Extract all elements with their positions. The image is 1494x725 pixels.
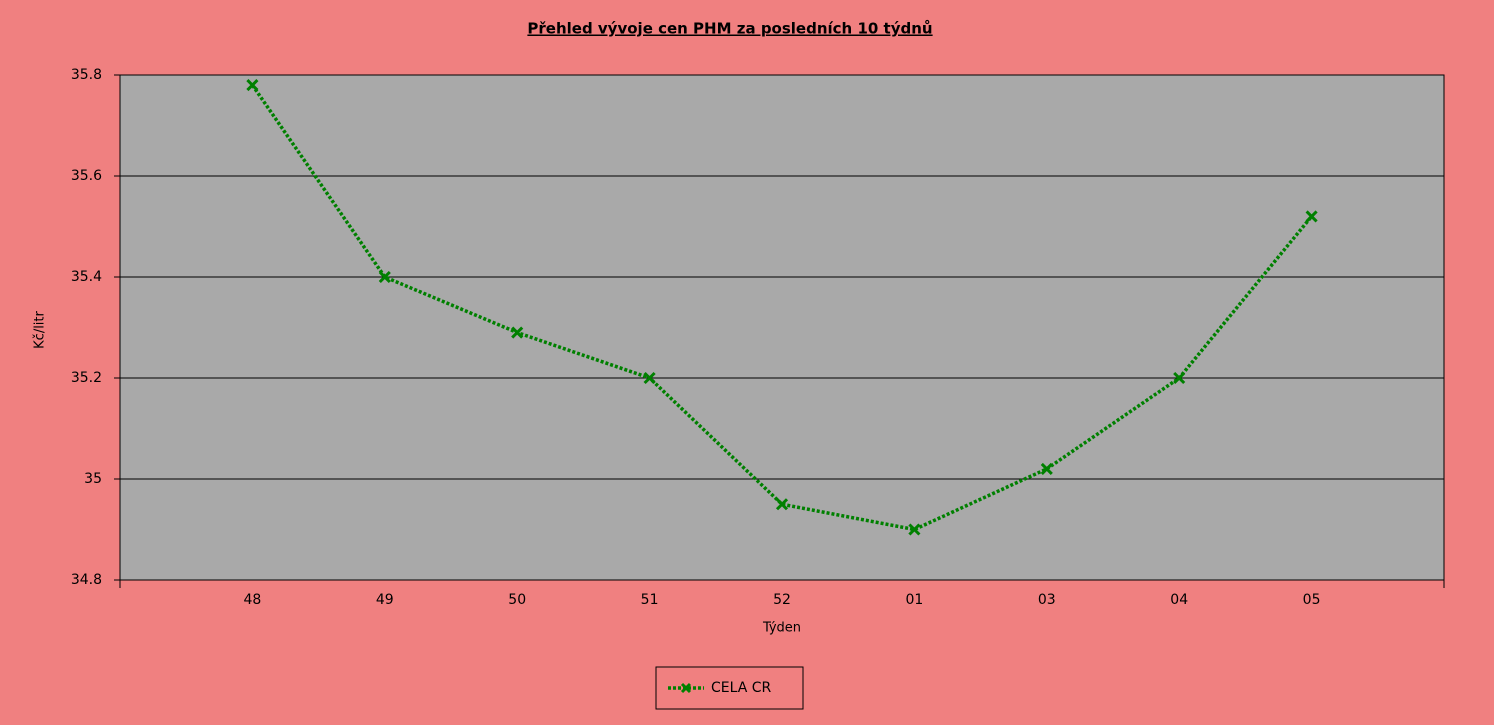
- legend-marker: [680, 682, 692, 694]
- x-tick-label: 51: [641, 592, 659, 608]
- y-tick-label: 35: [84, 471, 102, 487]
- marker: [1173, 371, 1186, 385]
- y-tick-label: 35.4: [71, 269, 102, 285]
- y-tick-label: 34.8: [71, 572, 102, 588]
- y-tick-label: 35.6: [71, 168, 102, 184]
- y-tick-label: 35.2: [71, 370, 102, 386]
- y-axis-label: Kč/litr: [33, 310, 48, 348]
- marker: [643, 371, 656, 385]
- marker: [775, 498, 789, 511]
- legend-box: [655, 666, 804, 710]
- series-line: [250, 84, 1313, 532]
- x-tick-label: 01: [905, 592, 923, 608]
- x-axis-label: Týden: [762, 621, 801, 636]
- marker: [246, 79, 259, 92]
- marker: [908, 523, 921, 536]
- x-tick-label: 52: [773, 592, 791, 608]
- legend-label: CELA CR: [711, 680, 772, 696]
- chart-title: Přehled vývoje cen PHM za posledních 10 …: [527, 20, 932, 38]
- x-tick-label: 49: [376, 592, 394, 608]
- x-tick-label: 50: [508, 592, 526, 608]
- y-tick-label: 35.8: [71, 67, 102, 83]
- x-tick-label: 05: [1303, 592, 1321, 608]
- marker: [1040, 462, 1053, 475]
- x-tick-label: 48: [243, 592, 261, 608]
- x-tick-label: 03: [1038, 592, 1056, 608]
- marker: [1305, 210, 1318, 223]
- plot-area: [119, 74, 1445, 581]
- x-tick-label: 04: [1170, 592, 1188, 608]
- marker: [511, 326, 524, 339]
- marker: [378, 270, 391, 284]
